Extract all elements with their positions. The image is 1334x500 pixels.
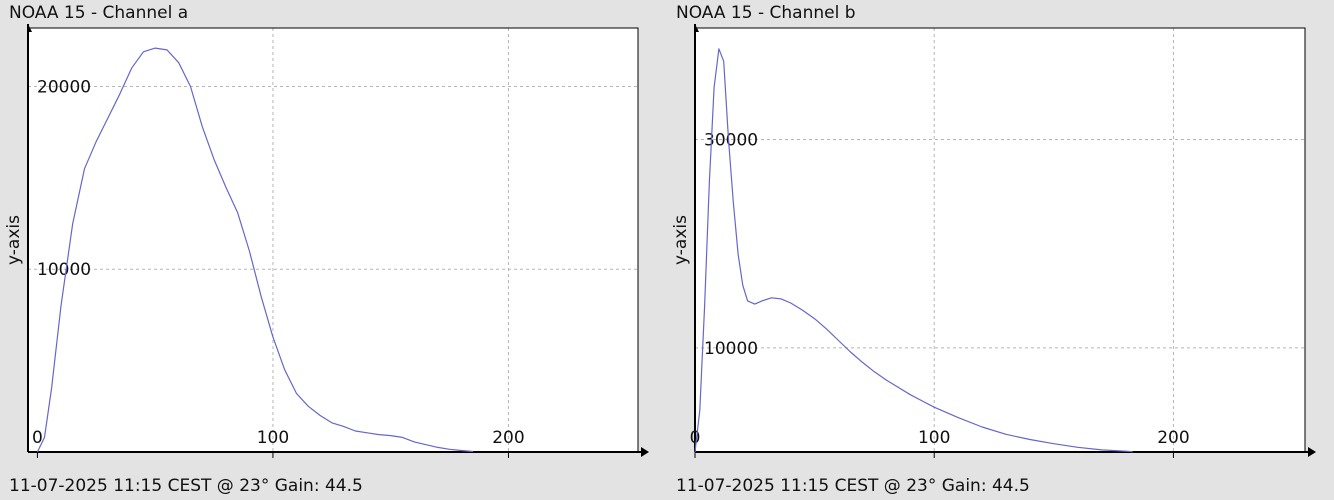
plot-area bbox=[695, 28, 1305, 452]
chart-footer-info: 11-07-2025 11:15 CEST @ 23° Gain: 44.5 bbox=[9, 476, 363, 496]
plot-area bbox=[28, 28, 638, 452]
line-chart-channel-a: 0 100 200 10000 20000 y-axis bbox=[4, 24, 649, 458]
x-axis-arrow-icon bbox=[1308, 447, 1316, 457]
data-series-line bbox=[36, 47, 474, 453]
y-tick-label: 30000 bbox=[704, 130, 758, 150]
x-tick-label: 0 bbox=[690, 428, 701, 448]
x-tick-label: 0 bbox=[32, 428, 43, 448]
chart-panel-channel-a: NOAA 15 - Channel a 0 100 200 10000 20000 y-a… bbox=[0, 0, 660, 500]
y-axis-title: y-axis bbox=[4, 215, 24, 265]
y-axis-arrow-icon bbox=[694, 24, 699, 32]
x-tick-label: 100 bbox=[257, 428, 289, 448]
data-series-line bbox=[694, 48, 1133, 453]
y-tick-label: 20000 bbox=[37, 77, 91, 97]
x-tick-label: 200 bbox=[1157, 428, 1189, 448]
chart-footer-info: 11-07-2025 11:15 CEST @ 23° Gain: 44.5 bbox=[676, 476, 1030, 496]
plot-frame bbox=[695, 27, 1306, 452]
plot-frame bbox=[28, 27, 639, 452]
line-chart-channel-b: 0 100 200 10000 30000 y-axis bbox=[671, 24, 1316, 458]
y-tick-label: 10000 bbox=[37, 260, 91, 280]
chart-panel-channel-b: NOAA 15 - Channel b 0 100 200 10000 30000 y-a… bbox=[667, 0, 1327, 500]
chart-title: NOAA 15 - Channel a bbox=[9, 3, 189, 23]
x-axis-arrow-icon bbox=[641, 447, 649, 457]
y-axis-arrow-icon bbox=[27, 24, 32, 32]
x-tick-label: 100 bbox=[918, 428, 950, 448]
y-axis-title: y-axis bbox=[671, 215, 691, 265]
chart-title: NOAA 15 - Channel b bbox=[676, 3, 856, 23]
x-tick-label: 200 bbox=[492, 428, 524, 448]
y-tick-label: 10000 bbox=[704, 339, 758, 359]
